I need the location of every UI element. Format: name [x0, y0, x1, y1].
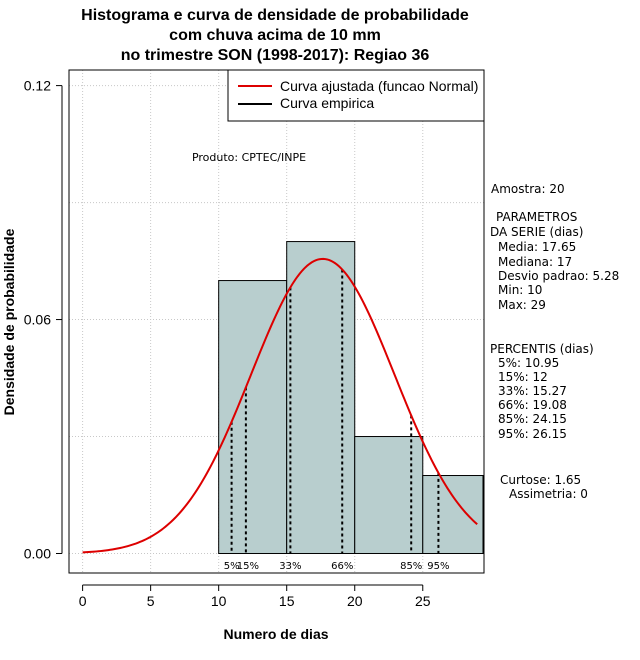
x-tick-label-5: 5 [147, 593, 155, 609]
histogram-bar-2 [354, 436, 424, 555]
y-tick-label-012: 0.12 [24, 78, 51, 94]
y-tick-label-006: 0.06 [24, 312, 51, 328]
source-label: Produto: CPTEC/INPE [192, 151, 306, 164]
legend-label-fitted: Curva ajustada (funcao Normal) [280, 78, 478, 94]
legend-label-empirical: Curva empirica [280, 95, 374, 111]
percentile-lines [230, 269, 440, 554]
y-axis [56, 85, 63, 555]
x-tick-label-15: 15 [279, 593, 295, 609]
percentile-label-66: 66% [331, 561, 353, 572]
x-tick-label-25: 25 [415, 593, 431, 609]
stat-p5: 5%: 10.95 [498, 356, 559, 370]
fitted-normal-curve [82, 257, 478, 554]
stat-media: Media: 17.65 [498, 240, 576, 254]
stat-parametros-subtitle: DA SERIE (dias) [490, 225, 583, 239]
histogram-bar-3 [422, 475, 484, 555]
legend-box [227, 69, 485, 122]
stat-p95: 95%: 26.15 [498, 427, 567, 441]
histogram-bars [218, 241, 484, 555]
stat-percentis-title: PERCENTIS (dias) [490, 342, 594, 356]
x-tick-label-10: 10 [211, 593, 227, 609]
x-axis-title: Numero de dias [223, 626, 328, 642]
stat-max: Max: 29 [498, 298, 546, 312]
stat-p66: 66%: 19.08 [498, 398, 567, 412]
stat-amostra: Amostra: 20 [491, 182, 565, 196]
x-tick-label-20: 20 [347, 593, 363, 609]
histogram-bar-0 [218, 280, 288, 555]
stat-curtose: Curtose: 1.65 [500, 473, 581, 487]
stat-parametros-title: PARAMETROS [496, 210, 577, 224]
histogram-bar-1 [286, 241, 356, 555]
stat-mediana: Mediana: 17 [498, 255, 572, 269]
x-tick-label-0: 0 [79, 593, 87, 609]
chart-title-line-1: Histograma e curva de densidade de proba… [81, 7, 469, 24]
percentile-label-95: 95% [427, 561, 449, 572]
stat-p33: 33%: 15.27 [498, 384, 567, 398]
legend: Curva ajustada (funcao Normal) Curva emp… [227, 69, 485, 122]
percentile-label-33: 33% [279, 561, 301, 572]
chart-title-line-2: com chuva acima de 10 mm [169, 27, 381, 44]
y-tick-label-0: 0.00 [24, 546, 51, 562]
stats-panel: Amostra: 20 PARAMETROS DA SERIE (dias) M… [490, 182, 619, 501]
stat-desvio: Desvio padrao: 5.28 [498, 269, 619, 283]
percentile-label-85: 85% [400, 561, 422, 572]
stat-assimetria: Assimetria: 0 [509, 487, 588, 501]
percentile-label-5: 5% [224, 561, 240, 572]
stat-p15: 15%: 12 [498, 370, 548, 384]
chart-title-line-3: no trimestre SON (1998-2017): Regiao 36 [121, 47, 430, 64]
stat-min: Min: 10 [498, 283, 542, 297]
x-axis [82, 584, 424, 591]
stat-p85: 85%: 24.15 [498, 412, 567, 426]
y-axis-title: Densidade de probabilidade [1, 228, 17, 415]
percentile-label-15: 15% [237, 561, 259, 572]
